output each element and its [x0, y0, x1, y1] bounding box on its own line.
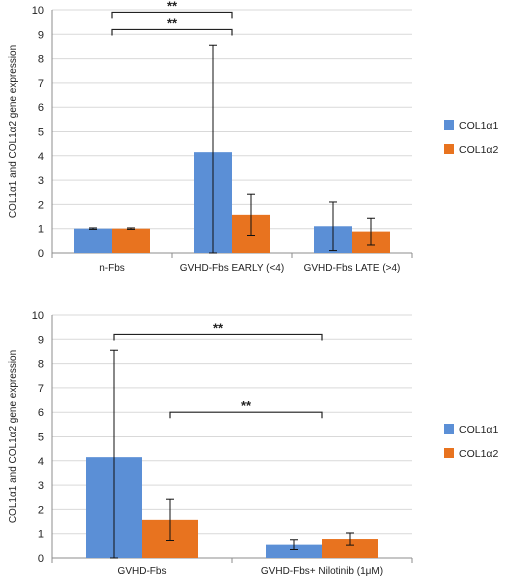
significance-bracket: [111, 28, 233, 36]
y-tick-label: 1: [38, 224, 44, 236]
bar-col11: [74, 228, 112, 253]
y-tick-label: 9: [38, 334, 44, 346]
y-tick-label: 10: [32, 310, 44, 322]
y-tick-label: 7: [38, 78, 44, 90]
bar-col11: [266, 544, 322, 558]
significance-label: **: [167, 0, 178, 13]
significance-bracket: [169, 411, 323, 419]
y-tick-label: 6: [38, 102, 44, 114]
y-axis-label: COL1α1 and COL1α2 gene expression: [8, 45, 19, 218]
significance-label: **: [213, 320, 224, 335]
chart-bottom: 0 1 2 3 4 5 6 7 8 9 10 COL1α1 and COL1α2 gene expre…: [8, 310, 498, 577]
y-tick-label: 4: [38, 151, 44, 163]
y-tick-label: 4: [38, 456, 44, 468]
bar-col12: [112, 228, 150, 253]
y-axis-label: COL1α1 and COL1α2 gene expression: [8, 350, 19, 523]
legend-label: COL1α1: [459, 120, 498, 132]
y-tick-label: 5: [38, 127, 44, 139]
category-label: GVHD-Fbs+ Nilotinib (1μM): [261, 566, 383, 577]
category-label: GVHD-Fbs LATE (>4): [304, 263, 401, 274]
y-tick-label: 3: [38, 480, 44, 492]
legend-swatch: [444, 144, 454, 154]
y-tick-label: 5: [38, 432, 44, 444]
legend-swatch: [444, 448, 454, 458]
category-label: GVHD-Fbs EARLY (<4): [180, 263, 284, 274]
y-tick-label: 6: [38, 407, 44, 419]
y-tick-label: 3: [38, 175, 44, 187]
significance-bracket: [113, 333, 323, 341]
bar-col12: [322, 539, 378, 558]
y-tick-label: 1: [38, 529, 44, 541]
legend-label: COL1α1: [459, 424, 498, 436]
significance-bracket: [111, 11, 233, 19]
y-tick-label: 10: [32, 5, 44, 17]
chart-top: 0 1 2 3 4 5 6 7 8 9 10 COL1α1 and COL1α2 gene expre…: [8, 0, 498, 274]
legend-label: COL1α2: [459, 448, 498, 460]
legend-swatch: [444, 424, 454, 434]
y-tick-label: 8: [38, 359, 44, 371]
legend-label: COL1α2: [459, 144, 498, 156]
significance-label: **: [241, 398, 252, 413]
y-tick-label: 0: [38, 553, 44, 565]
y-tick-label: 2: [38, 199, 44, 211]
y-tick-label: 9: [38, 29, 44, 41]
y-tick-label: 7: [38, 383, 44, 395]
y-tick-label: 8: [38, 54, 44, 66]
legend-swatch: [444, 120, 454, 130]
significance-label: **: [167, 15, 178, 30]
y-tick-label: 2: [38, 504, 44, 516]
category-label: GVHD-Fbs: [118, 566, 167, 577]
y-tick-label: 0: [38, 248, 44, 260]
category-label: n-Fbs: [99, 263, 125, 274]
